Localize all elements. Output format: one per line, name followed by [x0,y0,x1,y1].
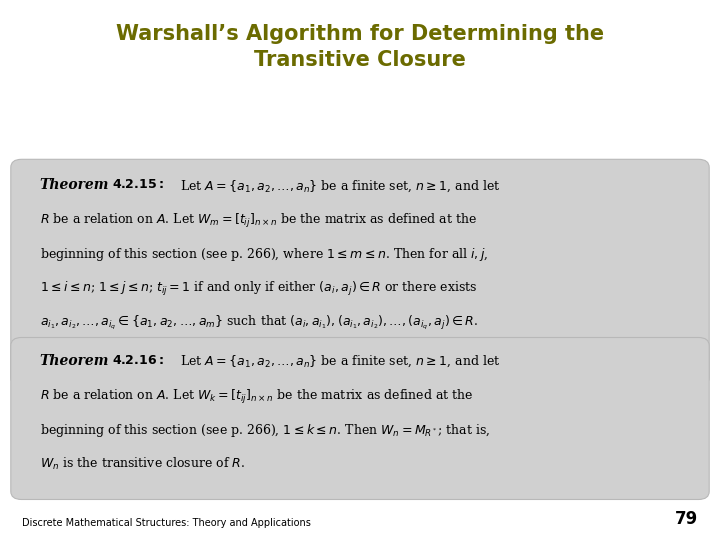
Text: $\bf{4.2.16:}$: $\bf{4.2.16:}$ [112,354,163,367]
Text: Theorem: Theorem [40,354,109,368]
Text: Let $A = \{a_1, a_2, \ldots, a_n\}$ be a finite set, $n \geq 1$, and let: Let $A = \{a_1, a_2, \ldots, a_n\}$ be a… [180,178,500,194]
Text: Let $A = \{a_1, a_2, \ldots, a_n\}$ be a finite set, $n \geq 1$, and let: Let $A = \{a_1, a_2, \ldots, a_n\}$ be a… [180,354,500,369]
FancyBboxPatch shape [11,159,709,386]
Text: $a_{i_1}, a_{i_2}, \ldots, a_{i_q} \in \{a_1, a_2, \ldots, a_m\}$ such that $(a_: $a_{i_1}, a_{i_2}, \ldots, a_{i_q} \in \… [40,314,478,333]
Text: 79: 79 [675,510,698,528]
Text: $1 \leq i \leq n$; $1 \leq j \leq n$; $t_{ij} = 1$ if and only if either $(a_i, : $1 \leq i \leq n$; $1 \leq j \leq n$; $t… [40,280,477,298]
Text: $W_n$ is the transitive closure of $R$.: $W_n$ is the transitive closure of $R$. [40,456,245,472]
Text: $R$ be a relation on $A$. Let $W_k = [t_{ij}]_{n \times n}$ be the matrix as def: $R$ be a relation on $A$. Let $W_k = [t_… [40,388,473,406]
Text: beginning of this section (see p. 266), where $1 \leq m \leq n$. Then for all $i: beginning of this section (see p. 266), … [40,246,488,263]
Text: Discrete Mathematical Structures: Theory and Applications: Discrete Mathematical Structures: Theory… [22,518,310,528]
Text: beginning of this section (see p. 266), $1 \leq k \leq n$. Then $W_n = M_{R^*}$;: beginning of this section (see p. 266), … [40,422,490,438]
Text: Warshall’s Algorithm for Determining the
Transitive Closure: Warshall’s Algorithm for Determining the… [116,24,604,70]
Text: Theorem: Theorem [40,178,109,192]
Text: $R$ be a relation on $A$. Let $W_m = [t_{ij}]_{n \times n}$ be the matrix as def: $R$ be a relation on $A$. Let $W_m = [t_… [40,212,477,230]
Text: $\bf{4.2.15:}$: $\bf{4.2.15:}$ [112,178,163,191]
FancyBboxPatch shape [11,338,709,500]
